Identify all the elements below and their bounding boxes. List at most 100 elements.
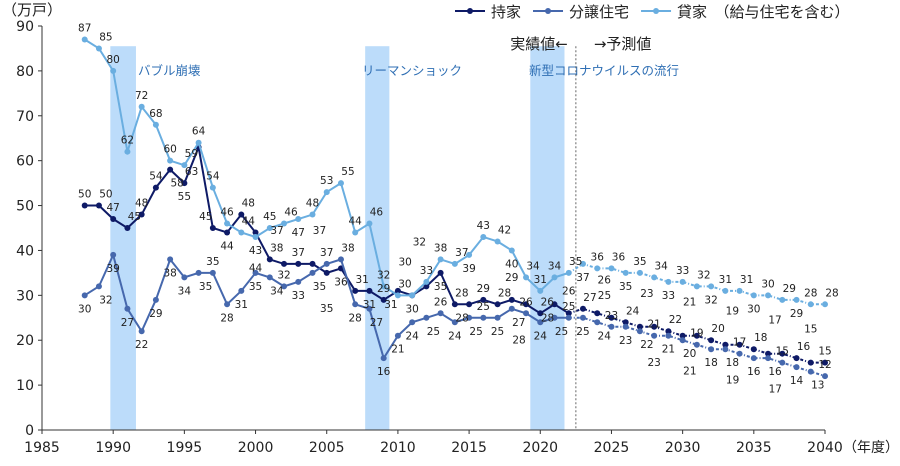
data-label: 19	[726, 375, 739, 387]
legend-marker	[467, 8, 473, 14]
data-point	[779, 296, 786, 303]
data-point	[779, 359, 786, 366]
data-point	[736, 350, 743, 357]
data-point	[779, 350, 786, 357]
legend-marker	[545, 8, 552, 14]
data-label: 37	[320, 247, 333, 259]
data-label: 21	[662, 344, 675, 356]
data-label: 39	[106, 263, 119, 275]
data-point	[195, 269, 202, 276]
data-point	[608, 314, 615, 321]
data-label: 32	[377, 269, 390, 281]
data-point	[622, 319, 629, 326]
data-label: 21	[683, 297, 696, 309]
data-point	[451, 260, 458, 267]
data-point	[323, 189, 330, 196]
data-point	[708, 337, 715, 344]
data-label: 32	[697, 269, 710, 281]
data-label: 16	[797, 341, 811, 353]
data-label: 27	[512, 317, 525, 329]
data-label: 24	[626, 305, 640, 317]
data-label: 31	[740, 274, 753, 286]
data-point	[95, 45, 102, 52]
data-point	[437, 269, 444, 276]
data-label: 19	[690, 328, 703, 340]
data-point	[565, 269, 572, 276]
data-label: 48	[242, 198, 255, 210]
event-annotation: 新型コロナウイルスの流行	[529, 63, 679, 78]
legend-label: 分譲住宅	[569, 3, 629, 21]
data-label: 15	[804, 324, 817, 336]
data-point	[494, 301, 501, 308]
data-point	[209, 269, 216, 276]
data-label: 36	[591, 251, 605, 263]
data-label: 72	[135, 90, 148, 102]
data-label: 80	[106, 54, 119, 66]
data-label: 27	[583, 292, 596, 304]
data-point	[152, 184, 159, 191]
data-label: 62	[121, 135, 134, 147]
data-label: 54	[149, 171, 163, 183]
data-point	[679, 332, 686, 339]
data-label: 30	[761, 278, 774, 290]
data-label: 32	[704, 294, 717, 306]
data-point	[523, 274, 530, 281]
data-point	[594, 319, 601, 326]
data-point	[665, 278, 672, 285]
data-label: 17	[733, 337, 746, 349]
data-label: 16	[768, 366, 782, 378]
data-point	[579, 314, 586, 321]
data-point	[437, 256, 444, 263]
data-point	[394, 332, 401, 339]
data-label: 18	[754, 332, 767, 344]
y-tick-label: 80	[16, 64, 34, 80]
data-label: 30	[398, 256, 411, 268]
data-label: 18	[726, 357, 739, 369]
data-label: 28	[498, 287, 511, 299]
data-label: 26	[541, 296, 555, 308]
data-point	[508, 296, 515, 303]
data-label: 39	[462, 263, 475, 275]
data-point	[281, 260, 288, 267]
data-point	[366, 305, 373, 312]
data-label: 38	[270, 242, 283, 254]
data-point	[451, 319, 458, 326]
y-tick-label: 30	[16, 288, 34, 304]
data-point	[750, 292, 757, 299]
data-label: 37	[270, 225, 283, 237]
y-tick-label: 50	[16, 199, 34, 215]
data-point	[323, 269, 330, 276]
x-tick-label: 2035	[736, 440, 772, 456]
data-label: 43	[477, 220, 490, 232]
data-label: 44	[220, 240, 234, 252]
data-point	[181, 180, 188, 187]
data-point	[693, 332, 700, 339]
data-point	[579, 260, 586, 267]
data-label: 48	[135, 198, 148, 210]
data-label: 85	[99, 31, 112, 43]
data-label: 33	[676, 265, 689, 277]
data-point	[651, 332, 658, 339]
data-label: 31	[363, 299, 376, 311]
data-label: 38	[434, 242, 447, 254]
data-point	[437, 310, 444, 317]
data-point	[81, 202, 88, 209]
data-label: 23	[619, 335, 632, 347]
data-label: 31	[356, 274, 369, 286]
data-label: 14	[790, 375, 804, 387]
data-point	[665, 328, 672, 335]
data-label: 27	[121, 317, 134, 329]
data-label: 18	[704, 357, 717, 369]
data-point	[693, 283, 700, 290]
data-point	[224, 229, 231, 236]
data-label: 19	[726, 306, 739, 318]
data-label: 87	[78, 22, 91, 34]
x-tick-label: 2000	[238, 440, 274, 456]
data-label: 55	[341, 166, 354, 178]
data-point	[181, 274, 188, 281]
data-label: 34	[270, 285, 284, 297]
data-point	[451, 301, 458, 308]
data-label: 37	[292, 247, 305, 259]
data-point	[537, 287, 544, 294]
data-label: 17	[769, 384, 782, 396]
